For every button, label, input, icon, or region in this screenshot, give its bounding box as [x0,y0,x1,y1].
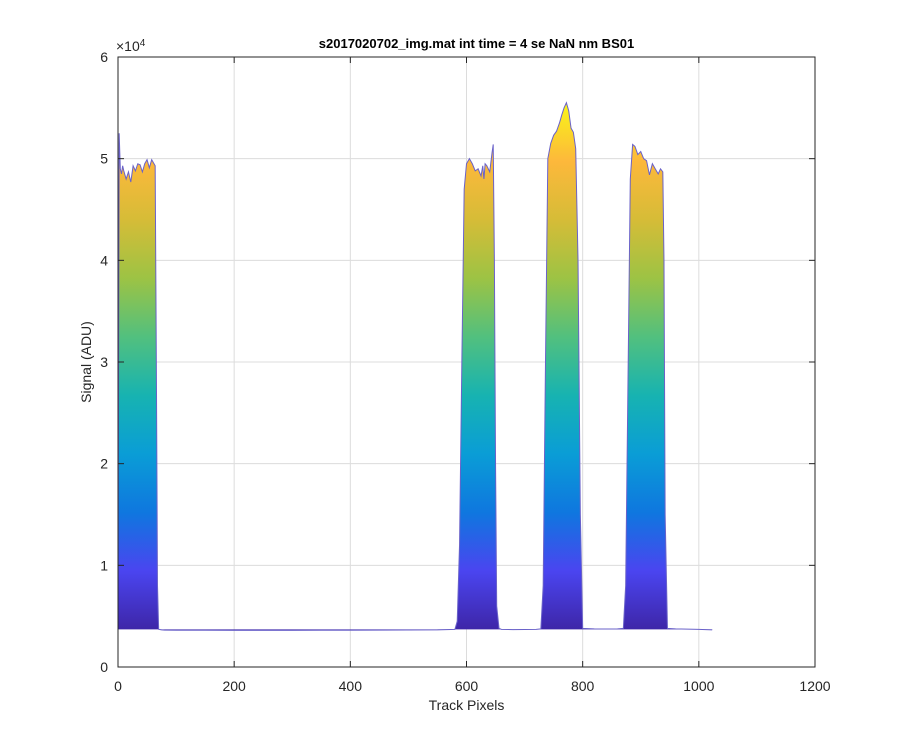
y-exponent-label: ×104 [116,38,146,55]
chart-title: s2017020702_img.mat int time = 4 se NaN … [319,36,634,51]
y-tick-label: 3 [100,354,108,370]
signal-area [118,102,713,631]
y-tick-label: 0 [100,659,108,675]
y-tick-label: 2 [100,456,108,472]
y-exponent-base: ×10 [116,38,140,54]
y-tick-label: 1 [100,557,108,573]
x-tick-label: 400 [339,678,363,694]
x-axis: 0 200 400 600 800 1000 1200 [114,57,831,694]
y-tick-label: 4 [100,252,108,268]
y-axis: 0 1 2 3 4 5 6 [100,49,815,675]
x-tick-label: 0 [114,678,122,694]
x-tick-label: 1200 [799,678,830,694]
y-axis-label: Signal (ADU) [78,321,94,403]
y-exponent-power: 4 [140,38,146,49]
signal-line [118,101,713,631]
x-tick-label: 600 [455,678,479,694]
y-tick-label: 5 [100,151,108,167]
x-tick-label: 200 [222,678,246,694]
x-tick-label: 800 [571,678,595,694]
x-tick-label: 1000 [683,678,714,694]
x-axis-label: Track Pixels [429,697,505,713]
y-tick-label: 6 [100,49,108,65]
